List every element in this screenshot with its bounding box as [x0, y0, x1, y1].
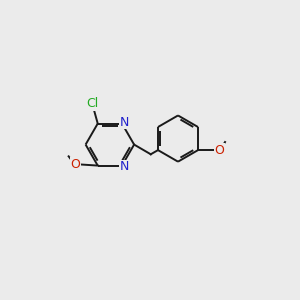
Text: N: N: [120, 116, 129, 129]
Text: O: O: [70, 158, 80, 171]
Text: N: N: [120, 160, 129, 173]
Text: O: O: [214, 144, 224, 157]
Text: Cl: Cl: [86, 97, 98, 110]
